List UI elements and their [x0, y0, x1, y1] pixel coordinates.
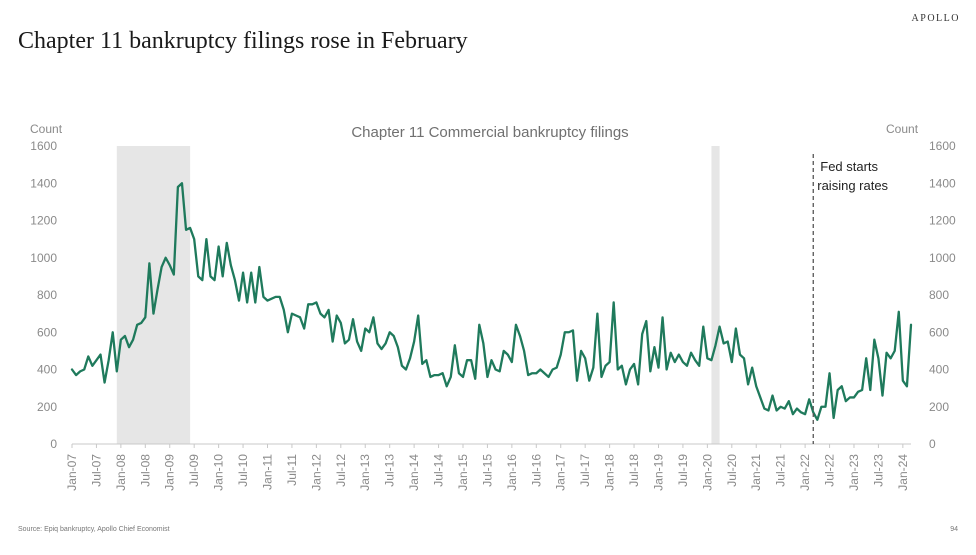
y-tick-left-1600: 1600 — [30, 139, 57, 153]
y-tick-left-1000: 1000 — [30, 251, 57, 265]
x-tick-label-Jan-11: Jan-11 — [260, 454, 274, 490]
annotation-label-line2: raising rates — [817, 178, 888, 193]
x-tick-label-Jul-11: Jul-11 — [285, 454, 299, 486]
x-tick-label-Jul-14: Jul-14 — [432, 454, 446, 487]
y-tick-right-0: 0 — [929, 437, 936, 451]
page-headline: Chapter 11 bankruptcy filings rose in Fe… — [18, 28, 468, 54]
recession-band-2 — [711, 146, 720, 444]
x-tick-label-Jul-12: Jul-12 — [334, 454, 348, 487]
x-tick-label-Jan-12: Jan-12 — [309, 454, 323, 491]
x-tick-label-Jul-07: Jul-07 — [89, 454, 103, 487]
y-tick-right-1400: 1400 — [929, 176, 956, 190]
x-tick-label-Jul-09: Jul-09 — [187, 454, 201, 487]
y-tick-right-200: 200 — [929, 400, 949, 414]
x-tick-label-Jul-22: Jul-22 — [823, 454, 837, 487]
x-tick-label-Jan-18: Jan-18 — [603, 454, 617, 491]
y-tick-left-0: 0 — [50, 437, 57, 451]
x-tick-label-Jul-20: Jul-20 — [725, 454, 739, 487]
x-tick-label-Jan-21: Jan-21 — [749, 454, 763, 491]
x-tick-label-Jan-19: Jan-19 — [651, 454, 665, 491]
y-tick-left-200: 200 — [37, 400, 57, 414]
y-tick-left-800: 800 — [37, 288, 57, 302]
x-tick-label-Jan-14: Jan-14 — [407, 454, 421, 491]
recession-shading-group — [116, 146, 720, 444]
source-note: Source: Epiq bankruptcy, Apollo Chief Ec… — [18, 526, 170, 533]
y-tick-right-800: 800 — [929, 288, 949, 302]
x-tick-label-Jan-10: Jan-10 — [212, 454, 226, 491]
x-tick-label-Jul-13: Jul-13 — [383, 454, 397, 487]
brand-logo: APOLLO — [911, 13, 960, 24]
annotation-group: Fed starts raising rates — [812, 154, 889, 444]
x-tick-label-Jul-08: Jul-08 — [138, 454, 152, 487]
x-tick-label-Jan-09: Jan-09 — [163, 454, 177, 491]
series-group — [70, 182, 913, 421]
y-tick-left-1200: 1200 — [30, 214, 57, 228]
x-tick-label-Jul-10: Jul-10 — [236, 454, 250, 487]
series-line-chapter-11-filings — [70, 182, 913, 421]
x-tick-label-Jul-15: Jul-15 — [480, 454, 494, 487]
y-tick-right-1000: 1000 — [929, 251, 956, 265]
y-tick-left-400: 400 — [37, 363, 57, 377]
recession-band-1 — [116, 146, 191, 444]
x-tick-label-Jul-19: Jul-19 — [676, 454, 690, 487]
x-tick-label-Jan-22: Jan-22 — [798, 454, 812, 491]
x-tick-label-Jul-17: Jul-17 — [578, 454, 592, 487]
page-number: 94 — [950, 526, 958, 533]
x-tick-label-Jan-20: Jan-20 — [700, 454, 714, 491]
x-tick-label-Jan-17: Jan-17 — [554, 454, 568, 491]
y-tick-right-400: 400 — [929, 363, 949, 377]
x-tick-label-Jan-08: Jan-08 — [114, 454, 128, 491]
annotation-label-line1: Fed starts — [820, 159, 878, 174]
x-tick-label-Jul-18: Jul-18 — [627, 454, 641, 487]
y-tick-right-1200: 1200 — [929, 214, 956, 228]
y-tick-right-1600: 1600 — [929, 139, 956, 153]
x-axis-ticks: Jan-07 Jul-07 Jan-08 Jul-08 Jan-09 Jul-09 Jan-… — [65, 444, 910, 491]
y-tick-right-600: 600 — [929, 325, 949, 339]
y-axis-title-right: Count — [886, 122, 919, 136]
x-tick-label-Jul-21: Jul-21 — [774, 454, 788, 487]
y-axis-title-left: Count — [30, 122, 63, 136]
x-tick-label-Jan-24: Jan-24 — [896, 454, 910, 491]
line-chart: 0 0 200 200 400 400 600 600 800 800 1000 1000 1200 12… — [30, 122, 956, 491]
x-tick-label-Jan-07: Jan-07 — [65, 454, 79, 491]
chart-title: Chapter 11 Commercial bankruptcy filings — [351, 124, 628, 141]
x-tick-label-Jan-13: Jan-13 — [358, 454, 372, 491]
x-tick-label-Jul-23: Jul-23 — [871, 454, 885, 487]
x-tick-label-Jan-16: Jan-16 — [505, 454, 519, 491]
x-tick-label-Jul-16: Jul-16 — [529, 454, 543, 487]
y-axis-ticks: 0 0 200 200 400 400 600 600 800 800 1000 1000 1200 12… — [30, 139, 956, 451]
x-tick-label-Jan-15: Jan-15 — [456, 454, 470, 491]
y-tick-left-1400: 1400 — [30, 176, 57, 190]
y-tick-left-600: 600 — [37, 325, 57, 339]
x-tick-label-Jan-23: Jan-23 — [847, 454, 861, 491]
